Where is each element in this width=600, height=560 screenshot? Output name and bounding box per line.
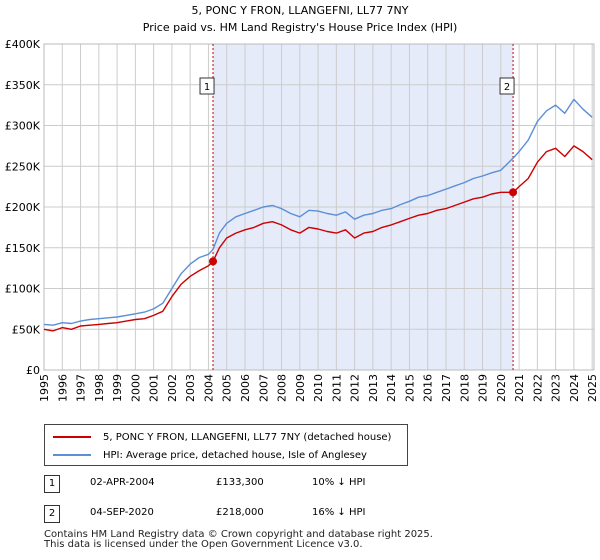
series-line (43, 98, 593, 326)
legend-swatch-red (53, 436, 91, 438)
y-tick-label: £100K (5, 283, 41, 296)
legend-label-hpi: HPI: Average price, detached house, Isle… (103, 449, 367, 461)
transaction-row-1: 1 02-APR-2004 £133,300 10% ↓ HPI (44, 475, 544, 493)
x-tick-label: 1995 (38, 374, 51, 402)
x-tick-label: 1996 (56, 374, 69, 402)
x-tick-label: 2004 (202, 374, 215, 402)
x-tick-label: 2010 (312, 374, 325, 402)
transaction-point (209, 257, 218, 266)
x-tick-label: 2007 (257, 374, 270, 402)
x-tick-label: 2003 (184, 374, 197, 402)
transaction-hpi-diff: 10% ↓ HPI (312, 477, 366, 488)
x-tick-label: 2008 (276, 374, 289, 402)
transaction-date: 02-APR-2004 (90, 477, 155, 488)
y-tick-label: £250K (5, 160, 41, 173)
transaction-date: 04-SEP-2020 (90, 507, 154, 518)
x-tick-label: 2006 (239, 374, 252, 402)
x-tick-label: 2019 (477, 374, 490, 402)
y-tick-label: £300K (5, 120, 41, 133)
legend-item-property: 5, PONC Y FRON, LLANGEFNI, LL77 7NY (det… (53, 429, 391, 445)
x-tick-label: 2024 (568, 374, 581, 402)
x-tick-label: 2011 (330, 374, 343, 402)
transaction-label: 2 (504, 82, 510, 93)
x-tick-label: 2002 (166, 374, 179, 402)
y-tick-label: £200K (5, 201, 41, 214)
chart-subtitle: Price paid vs. HM Land Registry's House … (143, 21, 458, 34)
series-line (43, 145, 593, 332)
transaction-badge: 1 (44, 475, 60, 493)
x-tick-label: 2001 (148, 374, 161, 402)
transaction-point (509, 188, 518, 197)
x-tick-label: 2021 (513, 374, 526, 402)
x-tick-label: 2009 (294, 374, 307, 402)
x-tick-label: 2014 (385, 374, 398, 402)
transaction-row-2: 2 04-SEP-2020 £218,000 16% ↓ HPI (44, 505, 544, 523)
x-tick-label: 2020 (495, 374, 508, 402)
transaction-label-box (199, 77, 215, 95)
chart-title: 5, PONC Y FRON, LLANGEFNI, LL77 7NY (192, 4, 409, 17)
y-tick-label: £150K (5, 242, 41, 255)
x-tick-label: 1999 (111, 374, 124, 402)
x-tick-label: 2022 (531, 374, 544, 402)
x-tick-label: 2000 (129, 374, 142, 402)
transaction-price: £133,300 (216, 477, 264, 488)
plot-frame (43, 43, 595, 371)
x-tick-label: 2012 (349, 374, 362, 402)
footer-line-1: Contains HM Land Registry data © Crown c… (44, 529, 433, 540)
x-tick-label: 2017 (440, 374, 453, 402)
footer: Contains HM Land Registry data © Crown c… (44, 530, 433, 550)
x-tick-label: 1997 (75, 374, 88, 402)
transaction-price: £218,000 (216, 507, 264, 518)
legend: 5, PONC Y FRON, LLANGEFNI, LL77 7NY (det… (44, 424, 408, 466)
footer-line-2: This data is licensed under the Open Gov… (44, 539, 363, 550)
x-tick-label: 2025 (586, 374, 599, 402)
x-tick-label: 2013 (367, 374, 380, 402)
transaction-badge: 2 (44, 505, 60, 523)
price-chart: 5, PONC Y FRON, LLANGEFNI, LL77 7NY Pric… (5, 4, 599, 402)
y-tick-label: £350K (5, 79, 41, 92)
x-tick-label: 1998 (93, 374, 106, 402)
y-tick-label: £50K (12, 323, 41, 336)
x-tick-label: 2015 (403, 374, 416, 402)
x-tick-label: 2023 (550, 374, 563, 402)
y-tick-label: £400K (5, 38, 41, 51)
x-tick-label: 2018 (458, 374, 471, 402)
legend-swatch-blue (53, 454, 91, 456)
transaction-label: 1 (204, 82, 210, 93)
x-tick-label: 2016 (422, 374, 435, 402)
transaction-label-box (499, 77, 515, 95)
transaction-hpi-diff: 16% ↓ HPI (312, 507, 366, 518)
legend-item-hpi: HPI: Average price, detached house, Isle… (53, 447, 367, 463)
y-tick-label: £0 (26, 364, 40, 377)
x-tick-label: 2005 (221, 374, 234, 402)
legend-label-property: 5, PONC Y FRON, LLANGEFNI, LL77 7NY (det… (103, 431, 392, 443)
